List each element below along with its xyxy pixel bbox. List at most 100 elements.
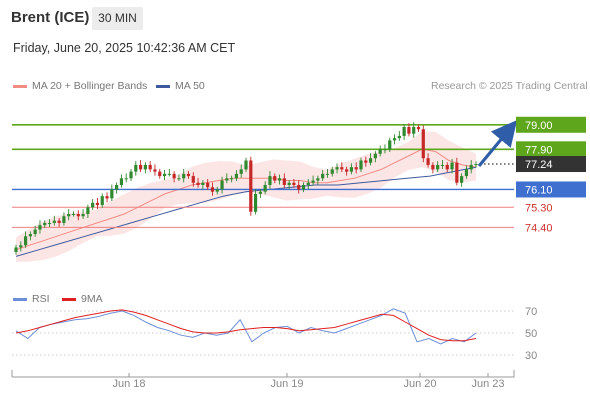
candle-body: [143, 164, 147, 170]
candle-body: [52, 220, 56, 223]
rsi-ma-swatch: [62, 298, 76, 301]
rsi-ma-line: [15, 309, 477, 342]
candle-body: [412, 127, 416, 134]
candle-body: [57, 220, 61, 223]
candle-body: [19, 245, 23, 248]
candle-body: [234, 173, 239, 179]
pivot-tag: [516, 181, 586, 198]
rsi-swatch: [13, 298, 27, 301]
candle-body: [253, 193, 258, 212]
candle-body: [119, 178, 124, 185]
candle-body: [110, 189, 114, 199]
rsi-tick-label: 50: [525, 328, 537, 340]
candle-body: [158, 171, 162, 177]
candle-body: [364, 160, 368, 163]
candle-body: [474, 164, 478, 166]
resistance-label: 77.90: [525, 144, 553, 156]
candle-body: [464, 169, 469, 177]
candle-body: [148, 164, 152, 170]
bollinger-swatch: [13, 85, 27, 88]
x-tick-label: Jun 19: [270, 378, 303, 390]
rsi-tick-label: 30: [525, 350, 537, 362]
resistance-tag: [516, 116, 586, 133]
candle-body: [440, 164, 445, 166]
candle-body: [71, 214, 76, 215]
candle-body: [249, 160, 253, 212]
candle-body: [91, 202, 95, 208]
legend-ma50: MA 50: [175, 80, 205, 92]
candle-body: [124, 178, 128, 180]
candle-body: [182, 173, 186, 179]
candle-body: [359, 160, 363, 170]
candle-body: [292, 182, 296, 185]
candle-body: [421, 129, 425, 159]
ma50-swatch: [156, 85, 170, 88]
candle-body: [345, 169, 349, 172]
x-tick-label: Jun 20: [403, 378, 436, 390]
candle-body: [86, 207, 90, 214]
candle-body: [388, 140, 392, 150]
candle-body: [373, 153, 377, 159]
candle-body: [368, 158, 373, 163]
candle-body: [206, 182, 210, 188]
candle-body: [14, 247, 18, 252]
candle-body: [47, 222, 52, 224]
candle-body: [436, 164, 440, 170]
rsi-tick-label: 70: [525, 306, 537, 318]
x-tick-label: Jun 23: [471, 378, 504, 390]
last-price-tag: [516, 156, 586, 173]
candle-body: [244, 160, 248, 170]
legend-bollinger: MA 20 + Bollinger Bands: [32, 80, 148, 92]
candle-body: [306, 182, 310, 185]
candle-body: [349, 167, 354, 172]
candle-body: [95, 202, 100, 206]
last-price-label: 77.24: [525, 159, 553, 171]
candle-body: [301, 185, 306, 190]
x-tick-label: Jun 18: [112, 378, 145, 390]
candle-body: [239, 169, 243, 174]
candle-body: [67, 214, 71, 217]
candle-body: [407, 127, 411, 134]
header-bar: Brent (ICE) 30 MIN: [0, 0, 590, 36]
candle-body: [297, 185, 301, 190]
candle-body: [153, 169, 157, 172]
candle-body: [277, 178, 282, 181]
candle-body: [230, 178, 234, 180]
timeframe-badge[interactable]: 30 MIN: [92, 7, 143, 30]
bollinger-band: [16, 131, 476, 262]
candle-body: [220, 180, 224, 190]
resistance-label: 79.00: [525, 120, 553, 132]
candle-body: [273, 176, 277, 181]
candle-body: [340, 167, 344, 170]
rsi-line: [15, 308, 477, 345]
candle-body: [225, 178, 229, 181]
candle-body: [330, 169, 334, 174]
candle-body: [201, 182, 205, 185]
candle-body: [268, 176, 272, 185]
candle-body: [316, 178, 320, 181]
candle-body: [469, 164, 473, 170]
candle-body: [287, 182, 291, 185]
candle-body: [167, 173, 171, 175]
instrument-title: Brent (ICE): [11, 9, 90, 26]
resistance-tag: [516, 141, 586, 158]
candle-body: [263, 185, 267, 192]
candle-body: [450, 162, 454, 170]
candle-body: [445, 164, 449, 170]
candle-body: [162, 173, 167, 177]
pivot-label: 76.10: [525, 184, 553, 196]
credit-text: Research © 2025 Trading Central: [431, 80, 588, 92]
support-label: 75.30: [525, 202, 553, 214]
candle-body: [402, 127, 406, 136]
candle-body: [129, 171, 133, 179]
candle-body: [43, 222, 47, 226]
candle-body: [378, 149, 382, 154]
candle-body: [138, 164, 143, 170]
candle-body: [23, 236, 28, 246]
legend-rsi: RSI: [32, 293, 50, 305]
candle-body: [325, 173, 330, 175]
candle-body: [76, 214, 80, 217]
candle-body: [215, 189, 219, 192]
candle-body: [431, 164, 435, 170]
